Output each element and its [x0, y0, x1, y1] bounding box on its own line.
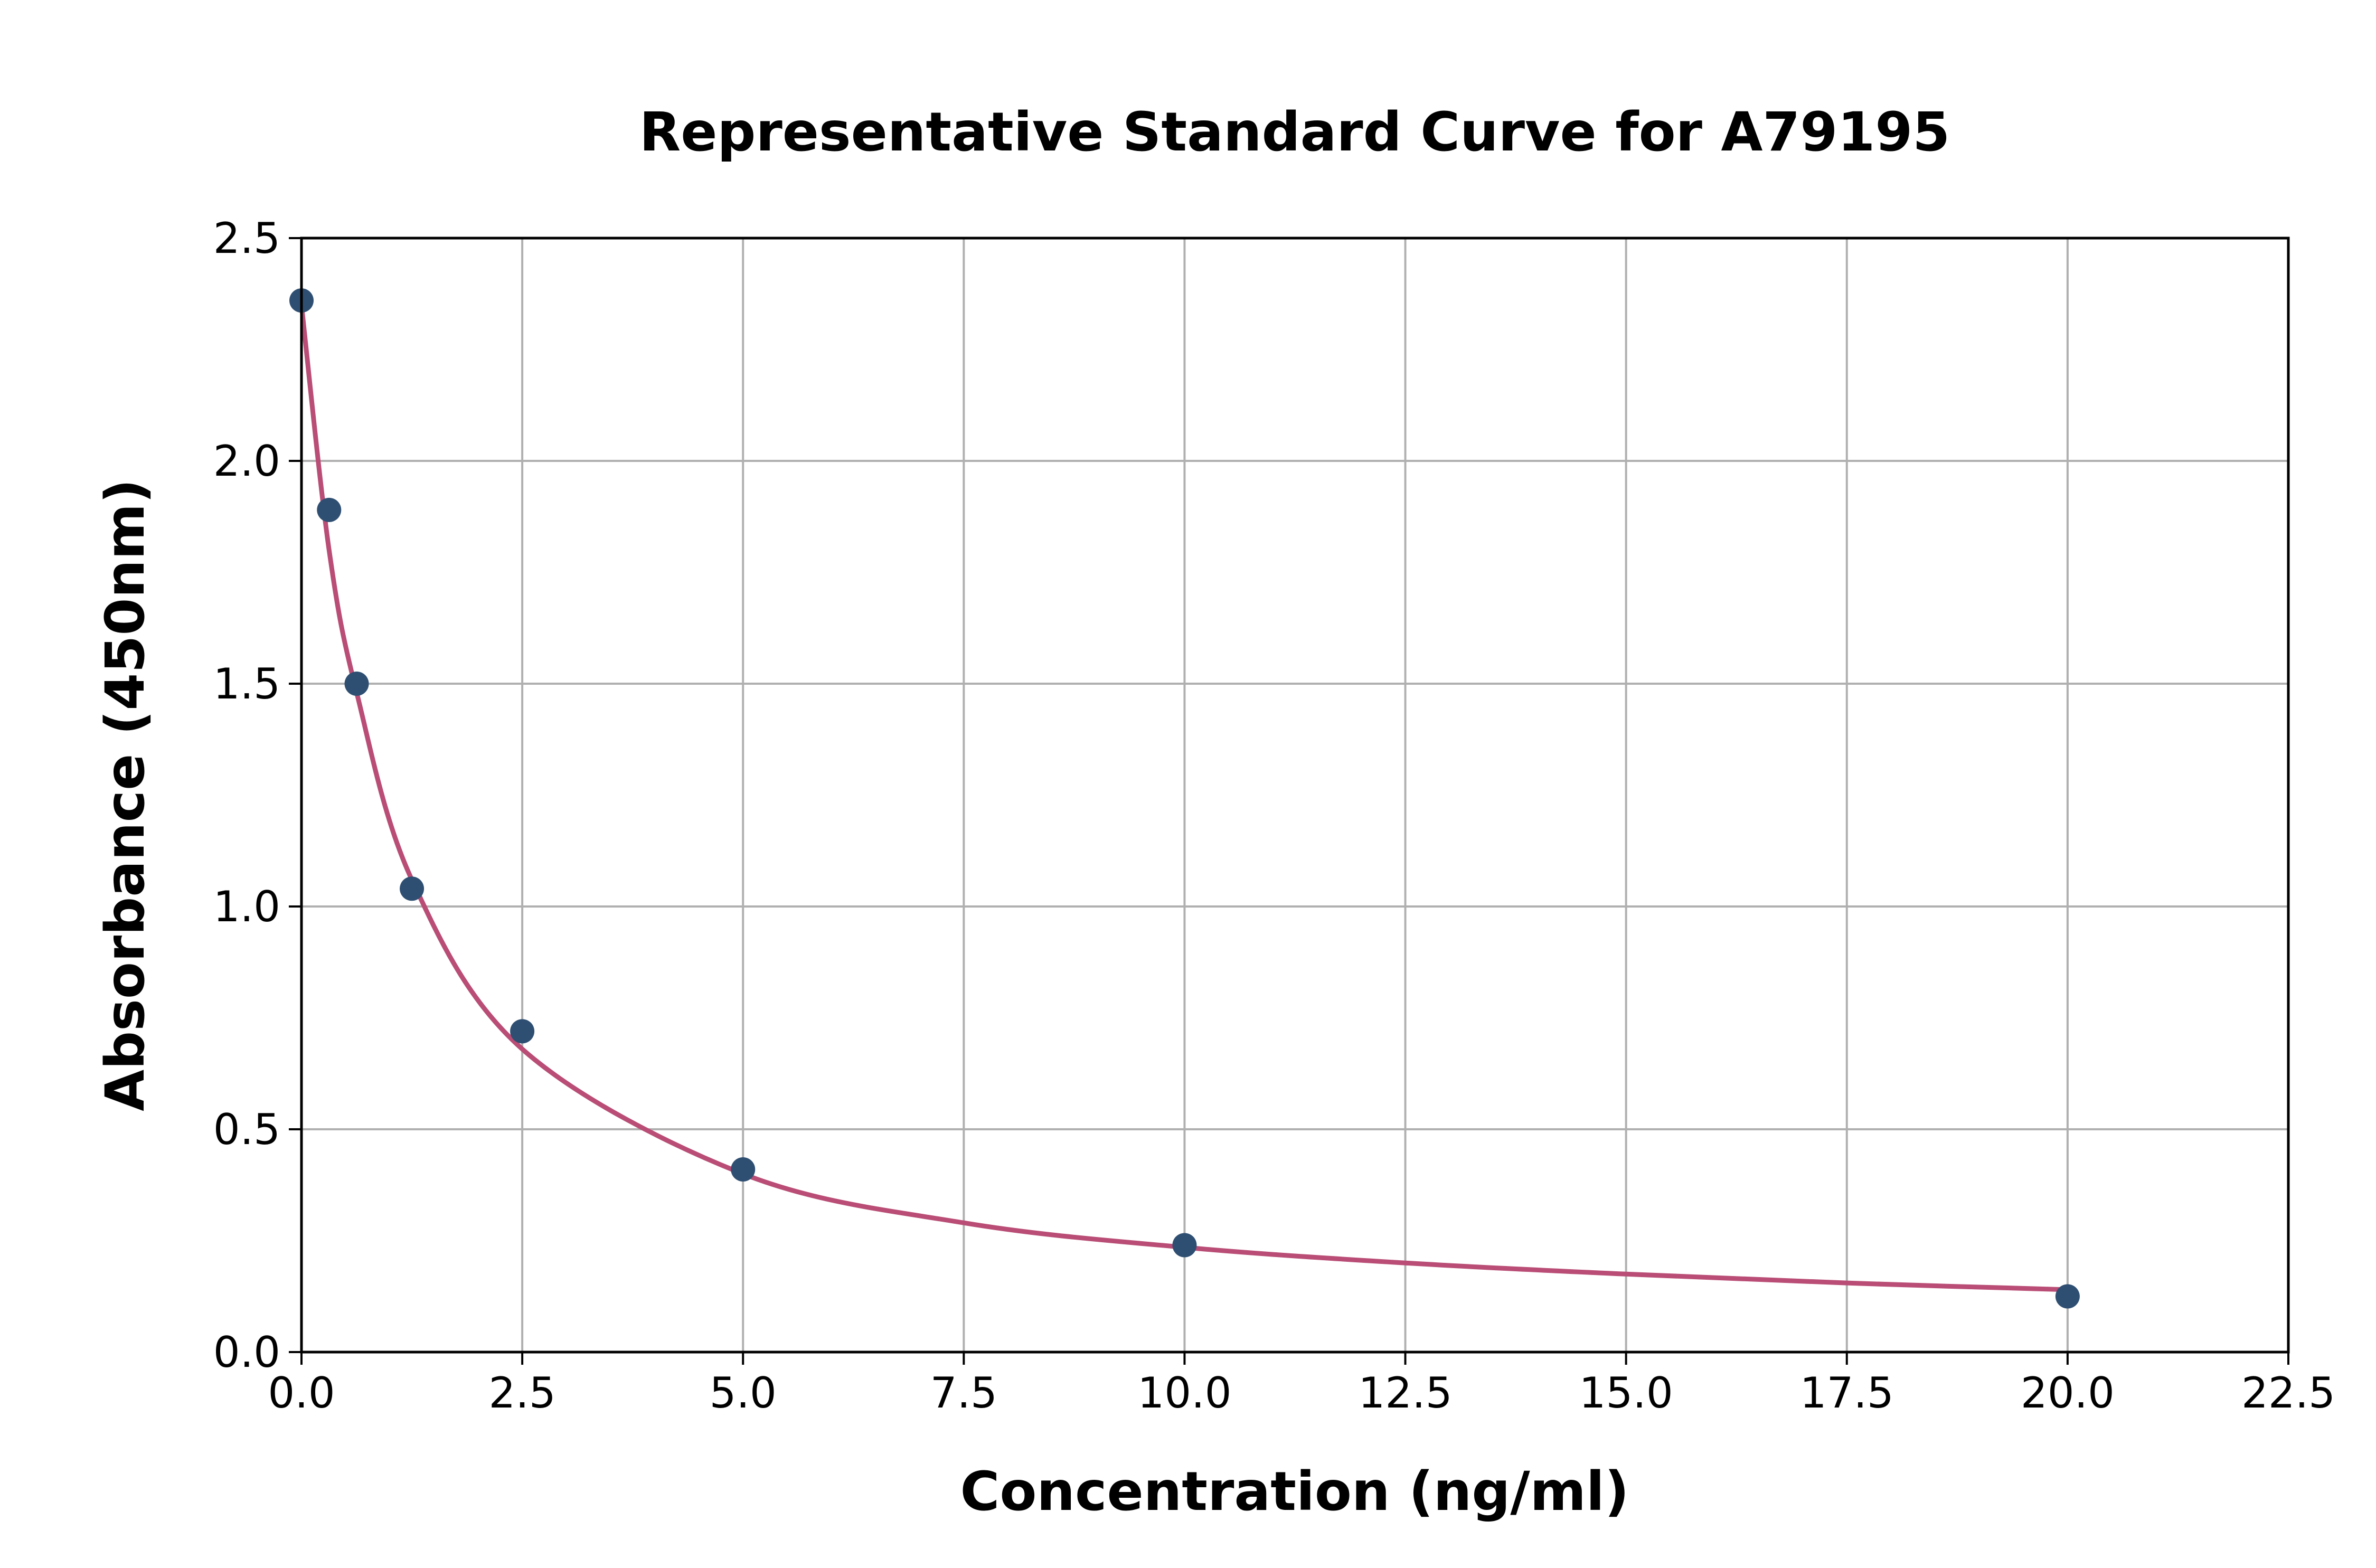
data-point [510, 1019, 535, 1044]
y-tick-label: 0.0 [213, 1328, 280, 1377]
x-tick-label: 7.5 [930, 1368, 997, 1418]
y-tick-label: 2.5 [213, 214, 280, 263]
y-axis-ticks: 0.0 0.5 1.0 1.5 2.0 2.5 [213, 214, 301, 1377]
data-point [1172, 1233, 1197, 1258]
grid [300, 237, 2289, 1353]
data-point [731, 1157, 756, 1182]
x-tick-label: 20.0 [2021, 1368, 2115, 1418]
x-tick-label: 10.0 [1137, 1368, 1231, 1418]
data-point [317, 497, 342, 522]
x-tick-label: 0.0 [268, 1368, 335, 1418]
data-point [2055, 1284, 2080, 1309]
x-tick-label: 22.5 [2241, 1368, 2335, 1418]
plot-frame [300, 237, 2290, 1354]
data-points [289, 288, 2080, 1309]
x-axis-ticks: 0.0 2.5 5.0 7.5 10.0 12.5 15.0 17.5 20.0 22.5 [268, 1352, 2335, 1418]
x-axis-label: Concentration (ng/ml) [960, 1460, 1629, 1523]
chart-title: Representative Standard Curve for A79195 [639, 101, 1950, 164]
y-tick-label: 1.0 [213, 882, 280, 931]
x-tick-label: 2.5 [488, 1368, 555, 1418]
x-tick-label: 5.0 [710, 1368, 777, 1418]
data-point [400, 876, 425, 901]
x-tick-label: 17.5 [1800, 1368, 1894, 1418]
y-tick-label: 0.5 [213, 1105, 280, 1154]
x-tick-label: 12.5 [1358, 1368, 1452, 1418]
y-axis-label: Absorbance (450nm) [94, 479, 157, 1111]
x-tick-label: 15.0 [1579, 1368, 1673, 1418]
y-tick-label: 1.5 [213, 659, 280, 709]
y-tick-label: 2.0 [213, 437, 280, 486]
data-point [344, 672, 369, 696]
